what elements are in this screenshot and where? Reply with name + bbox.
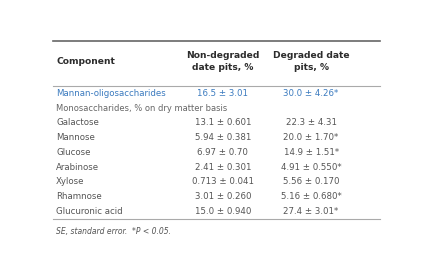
Text: Degraded date
pits, %: Degraded date pits, % (273, 51, 349, 72)
Text: 2.41 ± 0.301: 2.41 ± 0.301 (195, 163, 251, 172)
Text: 16.5 ± 3.01: 16.5 ± 3.01 (197, 89, 248, 98)
Text: 22.3 ± 4.31: 22.3 ± 4.31 (286, 118, 337, 128)
Text: Mannan-oligosaccharides: Mannan-oligosaccharides (56, 89, 166, 98)
Text: 5.16 ± 0.680*: 5.16 ± 0.680* (281, 192, 341, 201)
Text: Glucose: Glucose (56, 148, 91, 157)
Text: Mannose: Mannose (56, 133, 95, 142)
Text: 15.0 ± 0.940: 15.0 ± 0.940 (195, 207, 251, 216)
Text: SE, standard error.  *P < 0.05.: SE, standard error. *P < 0.05. (56, 226, 171, 236)
Text: 27.4 ± 3.01*: 27.4 ± 3.01* (284, 207, 339, 216)
Text: 30.0 ± 4.26*: 30.0 ± 4.26* (284, 89, 339, 98)
Text: Rhamnose: Rhamnose (56, 192, 102, 201)
Text: 3.01 ± 0.260: 3.01 ± 0.260 (195, 192, 251, 201)
Text: Glucuronic acid: Glucuronic acid (56, 207, 123, 216)
Text: 20.0 ± 1.70*: 20.0 ± 1.70* (284, 133, 339, 142)
Text: 14.9 ± 1.51*: 14.9 ± 1.51* (284, 148, 339, 157)
Text: 6.97 ± 0.70: 6.97 ± 0.70 (197, 148, 248, 157)
Text: Non-degraded
date pits, %: Non-degraded date pits, % (186, 51, 260, 72)
Text: Xylose: Xylose (56, 177, 84, 186)
Text: 5.94 ± 0.381: 5.94 ± 0.381 (195, 133, 251, 142)
Text: 4.91 ± 0.550*: 4.91 ± 0.550* (281, 163, 341, 172)
Text: Arabinose: Arabinose (56, 163, 99, 172)
Text: Galactose: Galactose (56, 118, 99, 128)
Text: 0.713 ± 0.041: 0.713 ± 0.041 (192, 177, 254, 186)
Text: 13.1 ± 0.601: 13.1 ± 0.601 (195, 118, 251, 128)
Text: 5.56 ± 0.170: 5.56 ± 0.170 (283, 177, 339, 186)
Text: Monosaccharides, % on dry matter basis: Monosaccharides, % on dry matter basis (56, 104, 227, 113)
Text: Component: Component (56, 57, 115, 66)
